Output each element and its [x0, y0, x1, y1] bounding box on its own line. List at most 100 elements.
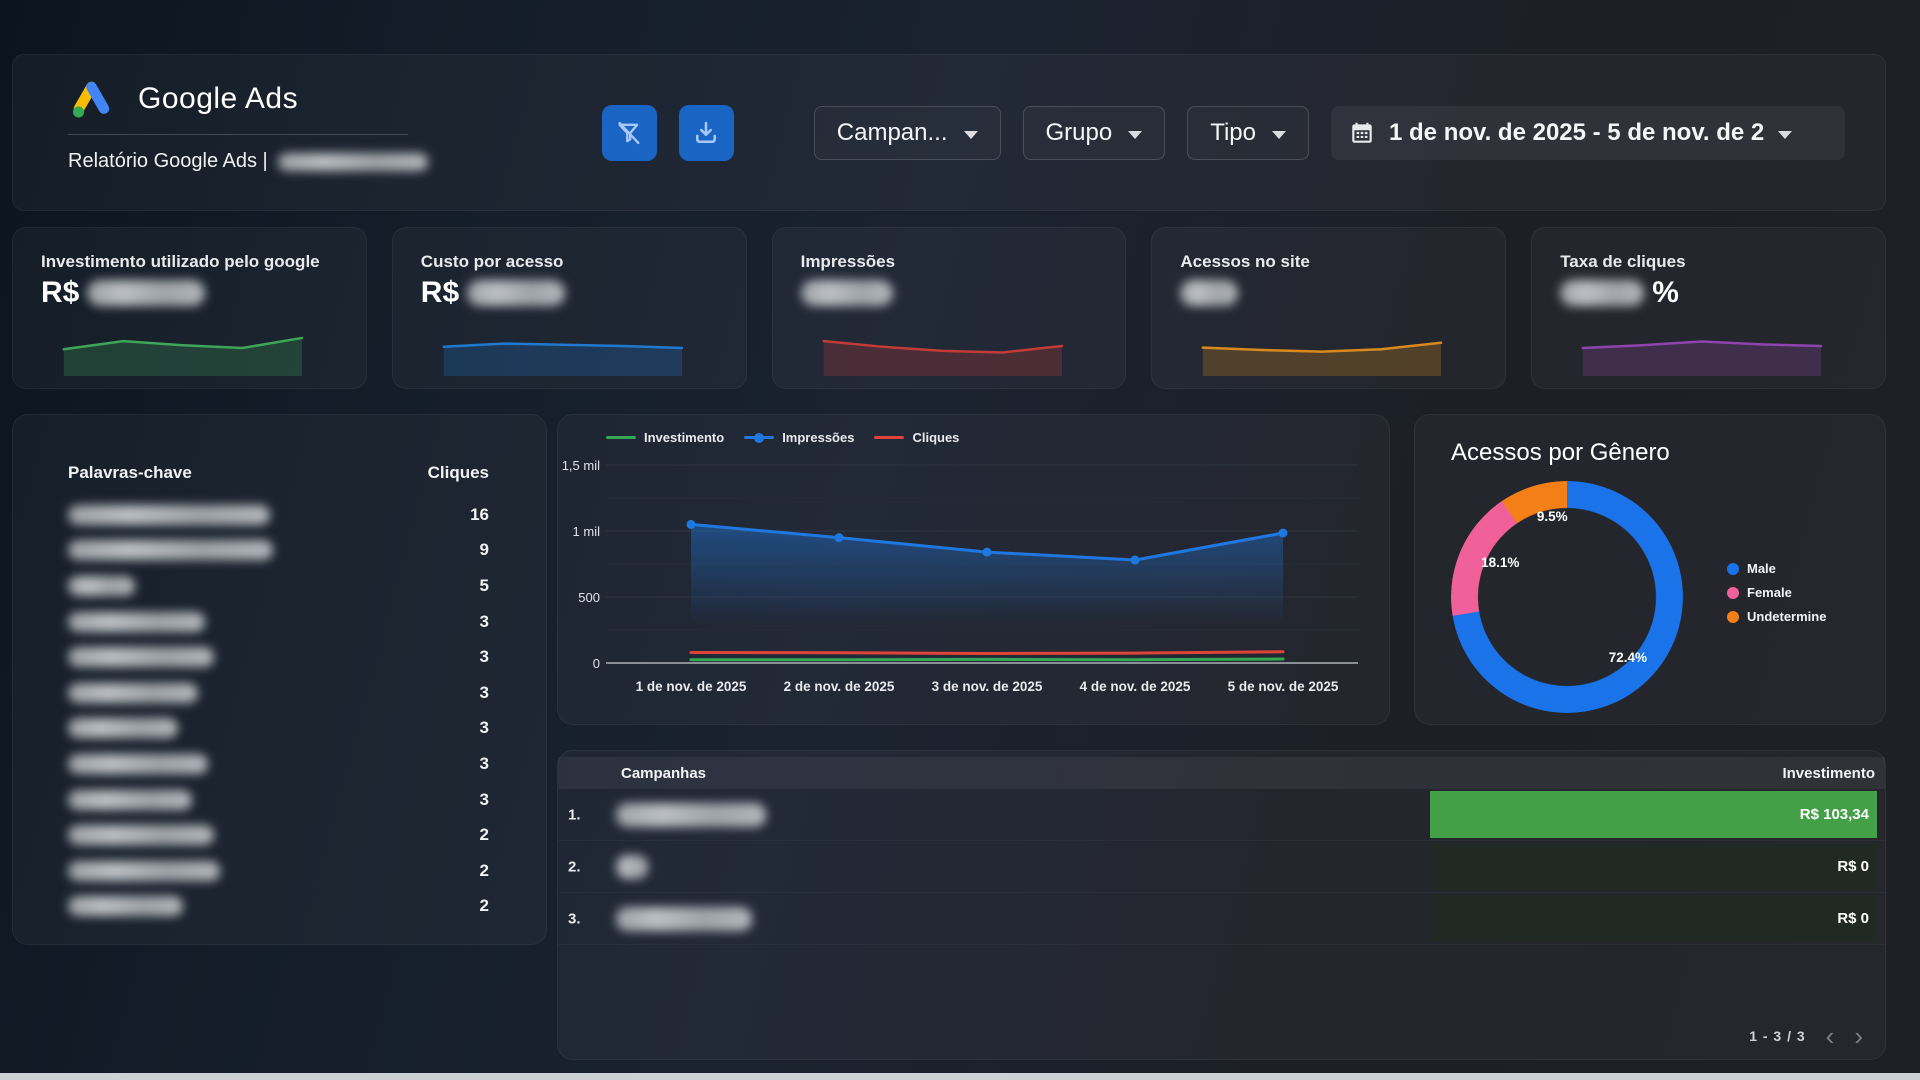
legend-label: Male	[1747, 561, 1776, 576]
chevron-down-icon	[1272, 130, 1286, 139]
redacted-kpi-value	[1180, 280, 1239, 306]
kpi-value-suffix: %	[1652, 276, 1679, 309]
calendar-icon	[1352, 122, 1372, 143]
legend-label: Undetermine	[1747, 609, 1827, 624]
filter-off-button[interactable]	[601, 105, 657, 161]
keyword-row: 2	[68, 853, 489, 889]
timeseries-legend: Investimento Impressões Cliques	[606, 430, 959, 445]
download-button[interactable]	[678, 105, 734, 161]
redacted-campaign-name	[616, 802, 766, 827]
redacted-keyword	[68, 647, 214, 668]
campaign-filter-label: Campan...	[836, 119, 948, 146]
redacted-kpi-value	[87, 280, 206, 306]
keywords-column-header: Palavras-chave	[68, 463, 192, 482]
date-range-picker[interactable]: 1 de nov. de 2025 - 5 de nov. de 2	[1331, 106, 1845, 160]
campaigns-table-body: 1. R$ 103,34 2. R$ 0 3. R$ 0	[558, 789, 1885, 945]
keyword-row: 3	[68, 639, 489, 675]
investment-bar-cell: R$ 103,34	[1430, 791, 1877, 838]
kpi-value	[1180, 276, 1479, 310]
legend-label: Investimento	[644, 430, 725, 445]
keyword-row: 3	[68, 604, 489, 640]
redacted-keyword	[68, 896, 183, 917]
campaign-row: 1. R$ 103,34	[558, 789, 1885, 841]
redacted-campaign-name	[616, 854, 648, 879]
investment-value: R$ 0	[1837, 858, 1869, 875]
page-bottom-strip	[0, 1073, 1920, 1080]
download-icon	[696, 121, 717, 144]
svg-text:3 de nov. de 2025: 3 de nov. de 2025	[932, 679, 1043, 694]
kpi-value-prefix: R$	[41, 276, 80, 309]
keyword-clicks-value: 2	[479, 825, 489, 845]
legend-label: Cliques	[912, 430, 960, 445]
legend-label: Female	[1747, 585, 1792, 600]
keyword-clicks-value: 2	[479, 860, 489, 880]
redacted-client-name	[277, 152, 428, 171]
svg-text:4 de nov. de 2025: 4 de nov. de 2025	[1080, 679, 1191, 694]
keyword-clicks-value: 3	[479, 611, 489, 631]
previous-page-button[interactable]: ‹	[1825, 1021, 1835, 1051]
legend-item-male: Male	[1727, 561, 1826, 576]
campaign-rank: 2.	[568, 858, 581, 875]
redacted-kpi-value	[467, 280, 566, 306]
campaigns-panel: Campanhas Investimento 1. R$ 103,34 2. R$ 0…	[557, 750, 1886, 1060]
campaign-row: 3. R$ 0	[558, 893, 1885, 945]
kpi-value	[800, 276, 1100, 310]
header-card: Google Ads Relatório Google Ads | Campan…	[12, 54, 1886, 211]
next-page-button[interactable]: ›	[1854, 1021, 1863, 1051]
gender-chart-title: Acessos por Gênero	[1451, 439, 1670, 466]
kpi-row: Investimento utilizado pelo google R$ Cust…	[12, 227, 1886, 389]
kpi-card-3: Acessos no site	[1151, 227, 1507, 389]
campaign-filter-dropdown[interactable]: Campan...	[813, 106, 1001, 160]
legend-item-female: Female	[1727, 585, 1826, 600]
redacted-keyword	[68, 718, 178, 739]
campaign-row: 2. R$ 0	[558, 841, 1885, 893]
donut-slice-label-undetermine: 9.5%	[1536, 508, 1568, 524]
timeseries-chart: 0 500 1 mil 1,5 mil 1 de nov. de 2025 2 de no…	[562, 458, 1358, 694]
investment-value: R$ 103,34	[1799, 806, 1869, 823]
group-filter-dropdown[interactable]: Grupo	[1022, 106, 1166, 160]
keyword-clicks-value: 2	[479, 896, 489, 916]
pagination: 1 - 3 / 3 ‹ ›	[1749, 1023, 1863, 1049]
chevron-down-icon	[1128, 130, 1143, 139]
gender-donut-chart	[1451, 481, 1683, 713]
timeseries-panel: Investimento Impressões Cliques 0 500 1 mil 1…	[557, 414, 1390, 725]
brand-block: Google Ads Relatório Google Ads |	[13, 55, 428, 173]
kpi-card-2: Impressões	[771, 227, 1127, 389]
svg-text:1,5 mil: 1,5 mil	[562, 458, 600, 473]
redacted-keyword	[68, 789, 192, 810]
kpi-label: Taxa de cliques	[1560, 252, 1686, 271]
chevron-down-icon	[1778, 130, 1793, 139]
legend-dot	[1727, 562, 1739, 575]
keyword-row: 3	[68, 782, 489, 818]
investment-bar	[1430, 791, 1877, 838]
keyword-clicks-value: 3	[479, 718, 489, 738]
kpi-value: R$	[421, 276, 720, 310]
kpi-sparkline	[1201, 341, 1443, 376]
svg-text:500: 500	[578, 590, 600, 605]
type-filter-label: Tipo	[1210, 119, 1256, 146]
legend-item-impressões: Impressões	[744, 430, 854, 445]
redacted-kpi-value	[1560, 280, 1645, 306]
redacted-keyword	[68, 611, 205, 632]
svg-text:0: 0	[593, 656, 600, 671]
gender-legend: Male Female Undetermine	[1727, 561, 1826, 624]
svg-text:5 de nov. de 2025: 5 de nov. de 2025	[1228, 679, 1339, 694]
kpi-sparkline	[1581, 340, 1823, 376]
group-filter-label: Grupo	[1045, 119, 1113, 146]
redacted-keyword	[68, 860, 220, 881]
legend-label: Impressões	[782, 430, 855, 445]
keyword-row: 3	[68, 675, 489, 711]
toolbar: Campan... Grupo Tipo 1 de nov. de 2025 -…	[601, 105, 1845, 161]
legend-item-investimento: Investimento	[606, 430, 724, 445]
report-title: Relatório Google Ads |	[68, 150, 268, 172]
redacted-keyword	[68, 682, 198, 703]
redacted-keyword	[68, 825, 214, 846]
brand-wordmark: Google Ads	[138, 82, 299, 115]
brand-divider	[68, 134, 408, 135]
google-ads-logo-icon	[72, 81, 110, 118]
investment-bar-cell: R$ 0	[1430, 895, 1877, 942]
keyword-row: 3	[68, 711, 489, 747]
donut-slice-label-male: 72.4%	[1608, 650, 1648, 666]
kpi-label: Custo por acesso	[420, 252, 564, 271]
type-filter-dropdown[interactable]: Tipo	[1187, 106, 1309, 160]
